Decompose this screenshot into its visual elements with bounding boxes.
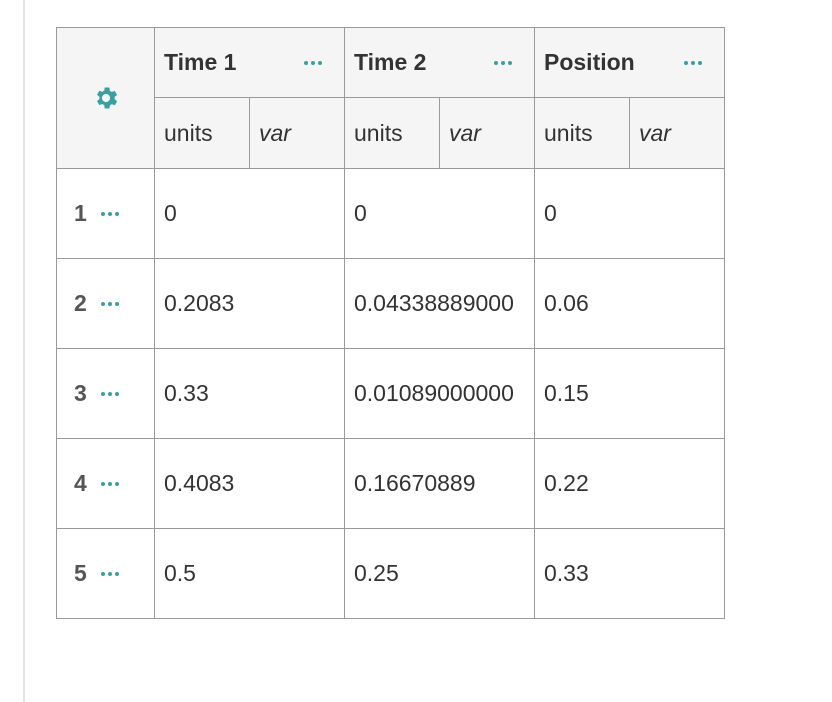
data-cell: 0.16670889 [344,438,535,529]
sub-header: units [344,97,440,169]
cell-value: 0.33 [164,380,209,406]
sub-header: var [629,97,725,169]
row-number: 2 [74,290,87,316]
sub-header-label: var [639,119,671,146]
sub-header: var [249,97,345,169]
sub-header: units [154,97,250,169]
cell-value: 0.4083 [164,470,235,496]
menu-dots[interactable] [100,481,119,486]
cell-value: 0.25 [354,560,399,586]
data-cell: 0.5 [154,528,345,619]
sub-header-label: units [544,119,593,146]
menu-dots[interactable] [494,60,512,65]
row-index: 1 [56,168,155,259]
menu-dots[interactable] [100,301,119,306]
cell-value: 0.16670889 [354,470,476,496]
row-number: 3 [74,380,87,406]
sub-header-label: var [259,119,291,146]
data-cell: 0.2083 [154,258,345,349]
settings-icon[interactable] [92,84,120,112]
cell-value: 0 [354,200,367,226]
sub-header-label: var [449,119,481,146]
cell-value: 0 [544,200,557,226]
data-cell: 0 [344,168,535,259]
data-cell: 0.25 [344,528,535,619]
column-title: Position [544,49,635,75]
data-cell: 0.33 [534,528,725,619]
sub-header-label: units [164,119,213,146]
cell-value: 0.04338889000 [354,290,514,316]
settings-cell [56,27,155,169]
cell-value: 0.2083 [164,290,235,316]
menu-dots[interactable] [684,60,702,65]
data-cell: 0.06 [534,258,725,349]
data-cell: 0.22 [534,438,725,529]
cell-value: 0.33 [544,560,589,586]
data-cell: 0.04338889000 [344,258,535,349]
data-cell: 0.33 [154,348,345,439]
cell-value: 0.01089000000 [354,380,514,406]
row-number: 4 [74,470,87,496]
column-title: Time 2 [354,49,427,75]
column-header: Time 1 [154,27,345,98]
column-header: Time 2 [344,27,535,98]
cell-value: 0.15 [544,380,589,406]
sub-header: units [534,97,630,169]
menu-dots[interactable] [100,211,119,216]
side-divider [23,0,25,702]
menu-dots[interactable] [100,571,119,576]
cell-value: 0.22 [544,470,589,496]
data-cell: 0 [534,168,725,259]
row-number: 1 [74,200,87,226]
row-index: 4 [56,438,155,529]
row-index: 2 [56,258,155,349]
data-cell: 0.01089000000 [344,348,535,439]
row-number: 5 [74,560,87,586]
row-index: 3 [56,348,155,439]
menu-dots[interactable] [100,391,119,396]
cell-value: 0 [164,200,177,226]
data-cell: 0.15 [534,348,725,439]
column-title: Time 1 [164,49,237,75]
column-header: Position [534,27,725,98]
row-index: 5 [56,528,155,619]
cell-value: 0.06 [544,290,589,316]
sub-header: var [439,97,535,169]
cell-value: 0.5 [164,560,196,586]
data-cell: 0 [154,168,345,259]
menu-dots[interactable] [304,60,322,65]
data-cell: 0.4083 [154,438,345,529]
sub-header-label: units [354,119,403,146]
